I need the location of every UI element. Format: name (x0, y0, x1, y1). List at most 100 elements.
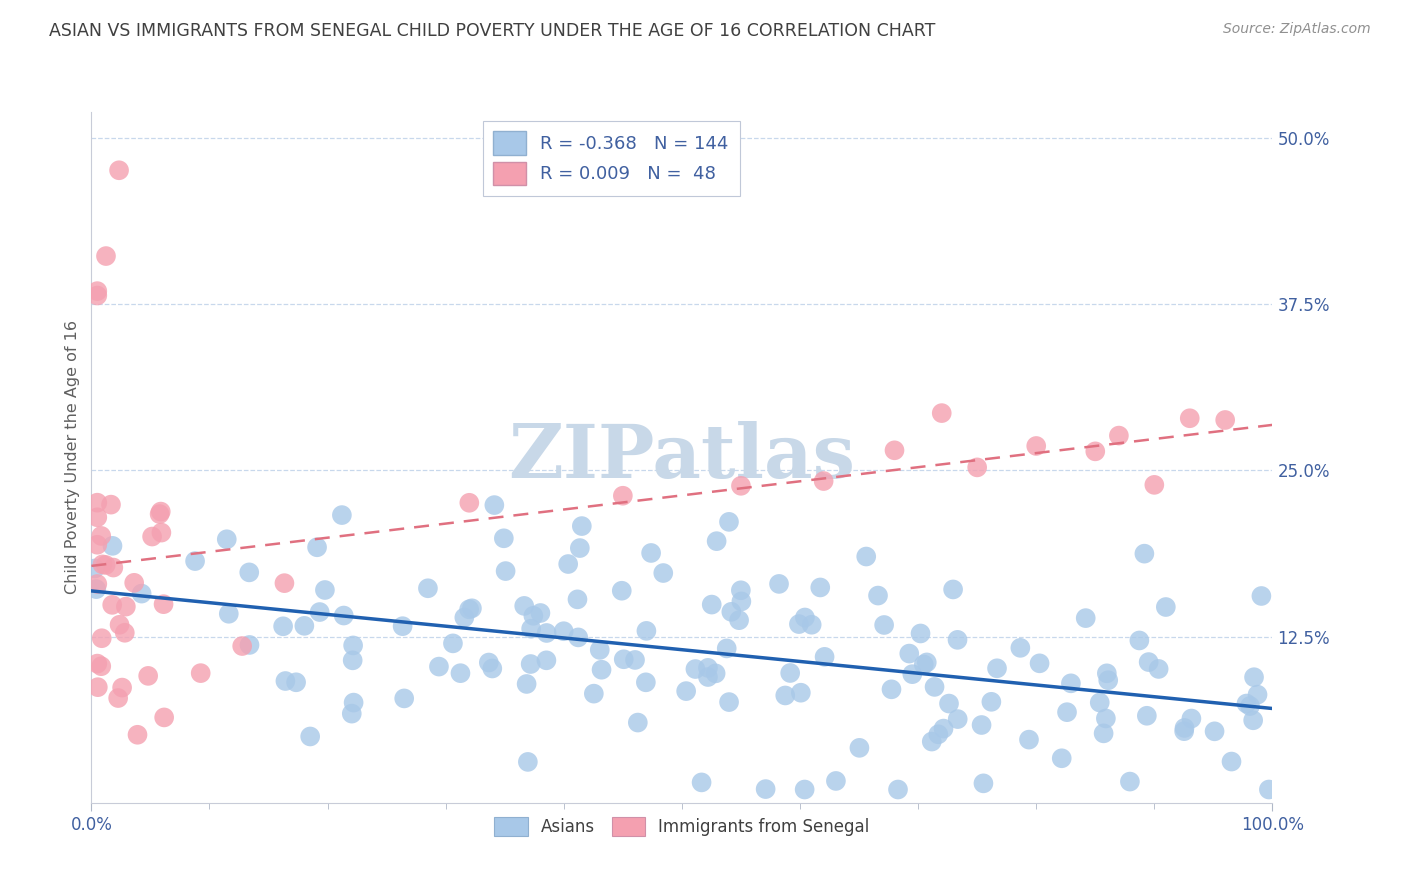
Point (808, 581, 831, 595)
Point (86, 538, 108, 552)
Point (90, 529, 112, 543)
Point (898, 647, 921, 661)
Point (779, 665, 801, 680)
Point (238, 638, 260, 652)
Point (273, 576, 295, 591)
Point (1060, 676, 1083, 690)
Point (717, 515, 740, 529)
Point (342, 639, 364, 653)
Point (1074, 611, 1097, 625)
Point (591, 663, 613, 677)
Point (1010, 640, 1032, 655)
Point (730, 594, 752, 608)
Point (980, 695, 1002, 709)
Point (866, 589, 889, 603)
Point (1028, 657, 1050, 671)
Point (697, 670, 720, 684)
Point (91, 558, 114, 572)
Point (478, 656, 501, 670)
Point (1133, 547, 1156, 561)
Point (1180, 712, 1202, 726)
Point (108, 617, 131, 632)
Point (800, 617, 823, 632)
Point (103, 560, 125, 574)
Point (86, 288, 108, 302)
Point (308, 605, 330, 619)
Point (83, 561, 105, 575)
Point (921, 734, 943, 748)
Point (755, 782, 778, 797)
Point (825, 774, 848, 789)
Point (215, 533, 238, 547)
Point (342, 696, 364, 710)
Point (582, 687, 605, 701)
Point (652, 566, 675, 580)
Point (453, 610, 475, 624)
Point (231, 639, 253, 653)
Point (1220, 755, 1243, 769)
Point (557, 557, 579, 571)
Point (634, 675, 657, 690)
Point (114, 625, 136, 640)
Point (927, 727, 949, 741)
Point (1128, 633, 1150, 648)
Point (813, 474, 835, 488)
Point (624, 653, 647, 667)
Point (150, 525, 173, 540)
Point (768, 577, 790, 591)
Point (932, 722, 955, 736)
Point (1119, 774, 1142, 789)
Point (685, 662, 707, 676)
Point (136, 669, 159, 683)
Point (1246, 688, 1268, 702)
Point (793, 610, 815, 624)
Point (516, 677, 538, 691)
Point (481, 661, 503, 675)
Point (101, 598, 124, 612)
Point (1236, 697, 1258, 711)
Point (636, 624, 658, 638)
Point (307, 541, 329, 555)
Point (1136, 708, 1159, 723)
Point (330, 508, 353, 522)
Point (1257, 782, 1279, 797)
Point (1092, 726, 1115, 740)
Point (912, 657, 935, 672)
Point (848, 740, 870, 755)
Point (238, 566, 260, 580)
Point (392, 691, 415, 706)
Point (728, 613, 751, 627)
Point (568, 541, 591, 555)
Point (516, 755, 538, 769)
Point (966, 460, 988, 475)
Point (292, 619, 315, 633)
Point (107, 691, 129, 706)
Point (567, 592, 589, 607)
Point (86, 284, 108, 298)
Point (1239, 698, 1261, 713)
Point (84, 582, 107, 596)
Point (520, 622, 543, 636)
Point (152, 597, 174, 611)
Point (522, 608, 544, 623)
Point (612, 489, 634, 503)
Point (86, 510, 108, 524)
Point (86, 657, 108, 671)
Point (589, 643, 612, 657)
Point (153, 710, 176, 724)
Point (1050, 751, 1073, 765)
Point (495, 564, 517, 578)
Point (94, 558, 117, 572)
Point (986, 661, 1008, 675)
Point (1095, 711, 1118, 725)
Point (1147, 662, 1170, 676)
Point (1173, 724, 1195, 739)
Point (86, 577, 108, 591)
Point (492, 531, 515, 545)
Point (1097, 673, 1119, 688)
Point (1084, 444, 1107, 458)
Point (314, 582, 336, 597)
Point (924, 680, 946, 694)
Point (704, 666, 727, 681)
Point (461, 601, 484, 615)
